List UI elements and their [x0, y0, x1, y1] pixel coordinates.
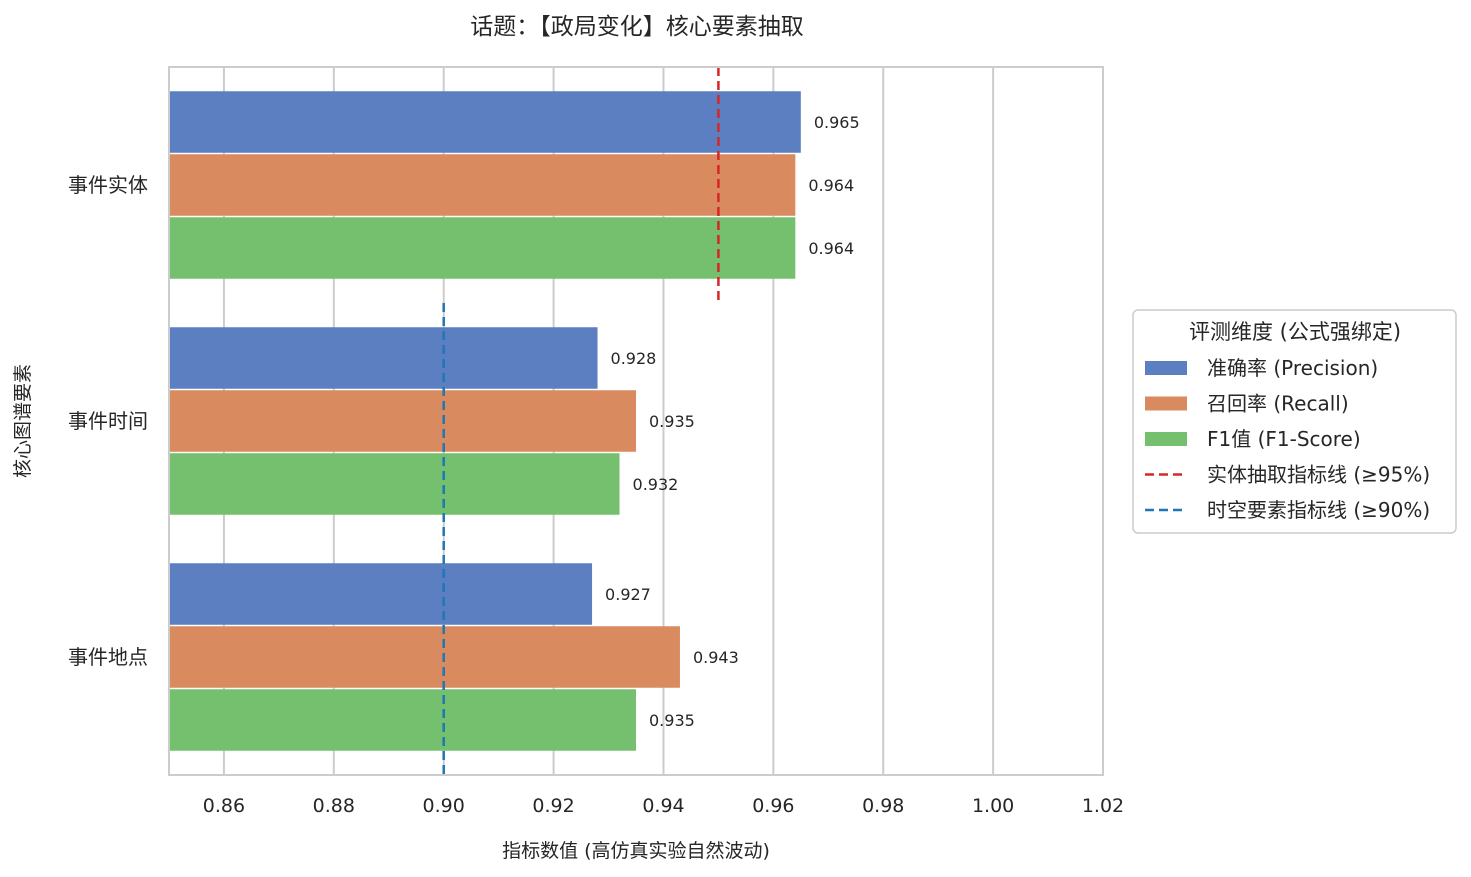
bar: [169, 154, 796, 216]
category-label: 事件实体: [68, 173, 148, 197]
y-axis-label: 核心图谱要素: [12, 364, 34, 478]
x-tick-label: 0.92: [532, 795, 574, 817]
legend-swatch: [1145, 432, 1187, 446]
x-tick-labels: 0.86 0.88 0.90 0.92 0.94 0.96 0.98 1.00 1.02: [203, 795, 1124, 817]
bar: [169, 91, 801, 153]
reference-lines: [442, 67, 720, 775]
legend-label: F1值 (F1-Score): [1207, 427, 1361, 451]
category-label: 事件地点: [68, 645, 148, 669]
bar: [169, 626, 680, 688]
bars: [169, 91, 801, 751]
data-label: 0.932: [633, 475, 679, 494]
legend-label: 实体抽取指标线 (≥95%): [1207, 463, 1430, 487]
data-label: 0.935: [649, 711, 695, 730]
legend-label: 准确率 (Precision): [1207, 356, 1378, 380]
chart-title: 话题：【政局变化】核心要素抽取: [470, 14, 804, 40]
legend-items: 准确率 (Precision) 召回率 (Recall) F1值 (F1-Score…: [1145, 356, 1430, 522]
data-label: 0.964: [808, 239, 854, 258]
bar: [169, 689, 636, 751]
data-label: 0.935: [649, 412, 695, 431]
data-label: 0.943: [693, 648, 739, 667]
x-tick-label: 0.88: [313, 795, 355, 817]
data-label: 0.964: [808, 176, 854, 195]
x-axis-label: 指标数值 (高仿真实验自然波动): [502, 840, 770, 862]
bar: [169, 327, 598, 389]
data-labels: 0.965 0.964 0.964 0.928 0.935 0.932 0.927 0.943…: [605, 113, 860, 730]
data-label: 0.928: [611, 349, 657, 368]
bar: [169, 453, 620, 515]
data-label: 0.927: [605, 585, 651, 604]
legend-label: 时空要素指标线 (≥90%): [1207, 498, 1430, 522]
x-tick-label: 1.02: [1082, 795, 1124, 817]
bar: [169, 217, 796, 279]
x-tick-label: 0.94: [642, 795, 684, 817]
x-tick-label: 1.00: [972, 795, 1014, 817]
plot-frame: [168, 66, 1104, 776]
legend: 评测维度 (公式强绑定) 准确率 (Precision) 召回率 (Recall)…: [1132, 309, 1457, 534]
legend-swatch: [1145, 361, 1187, 375]
legend-box: [1132, 309, 1457, 534]
data-label: 0.965: [814, 113, 860, 132]
legend-title: 评测维度 (公式强绑定): [1189, 320, 1401, 344]
x-tick-label: 0.98: [862, 795, 904, 817]
category-label: 事件时间: [68, 409, 148, 433]
legend-swatch: [1145, 396, 1187, 411]
x-tick-label: 0.96: [752, 795, 794, 817]
legend-label: 召回率 (Recall): [1207, 392, 1349, 416]
x-tick-label: 0.90: [423, 795, 465, 817]
bar: [169, 390, 636, 452]
bar: [169, 563, 593, 625]
x-tick-label: 0.86: [203, 795, 245, 817]
